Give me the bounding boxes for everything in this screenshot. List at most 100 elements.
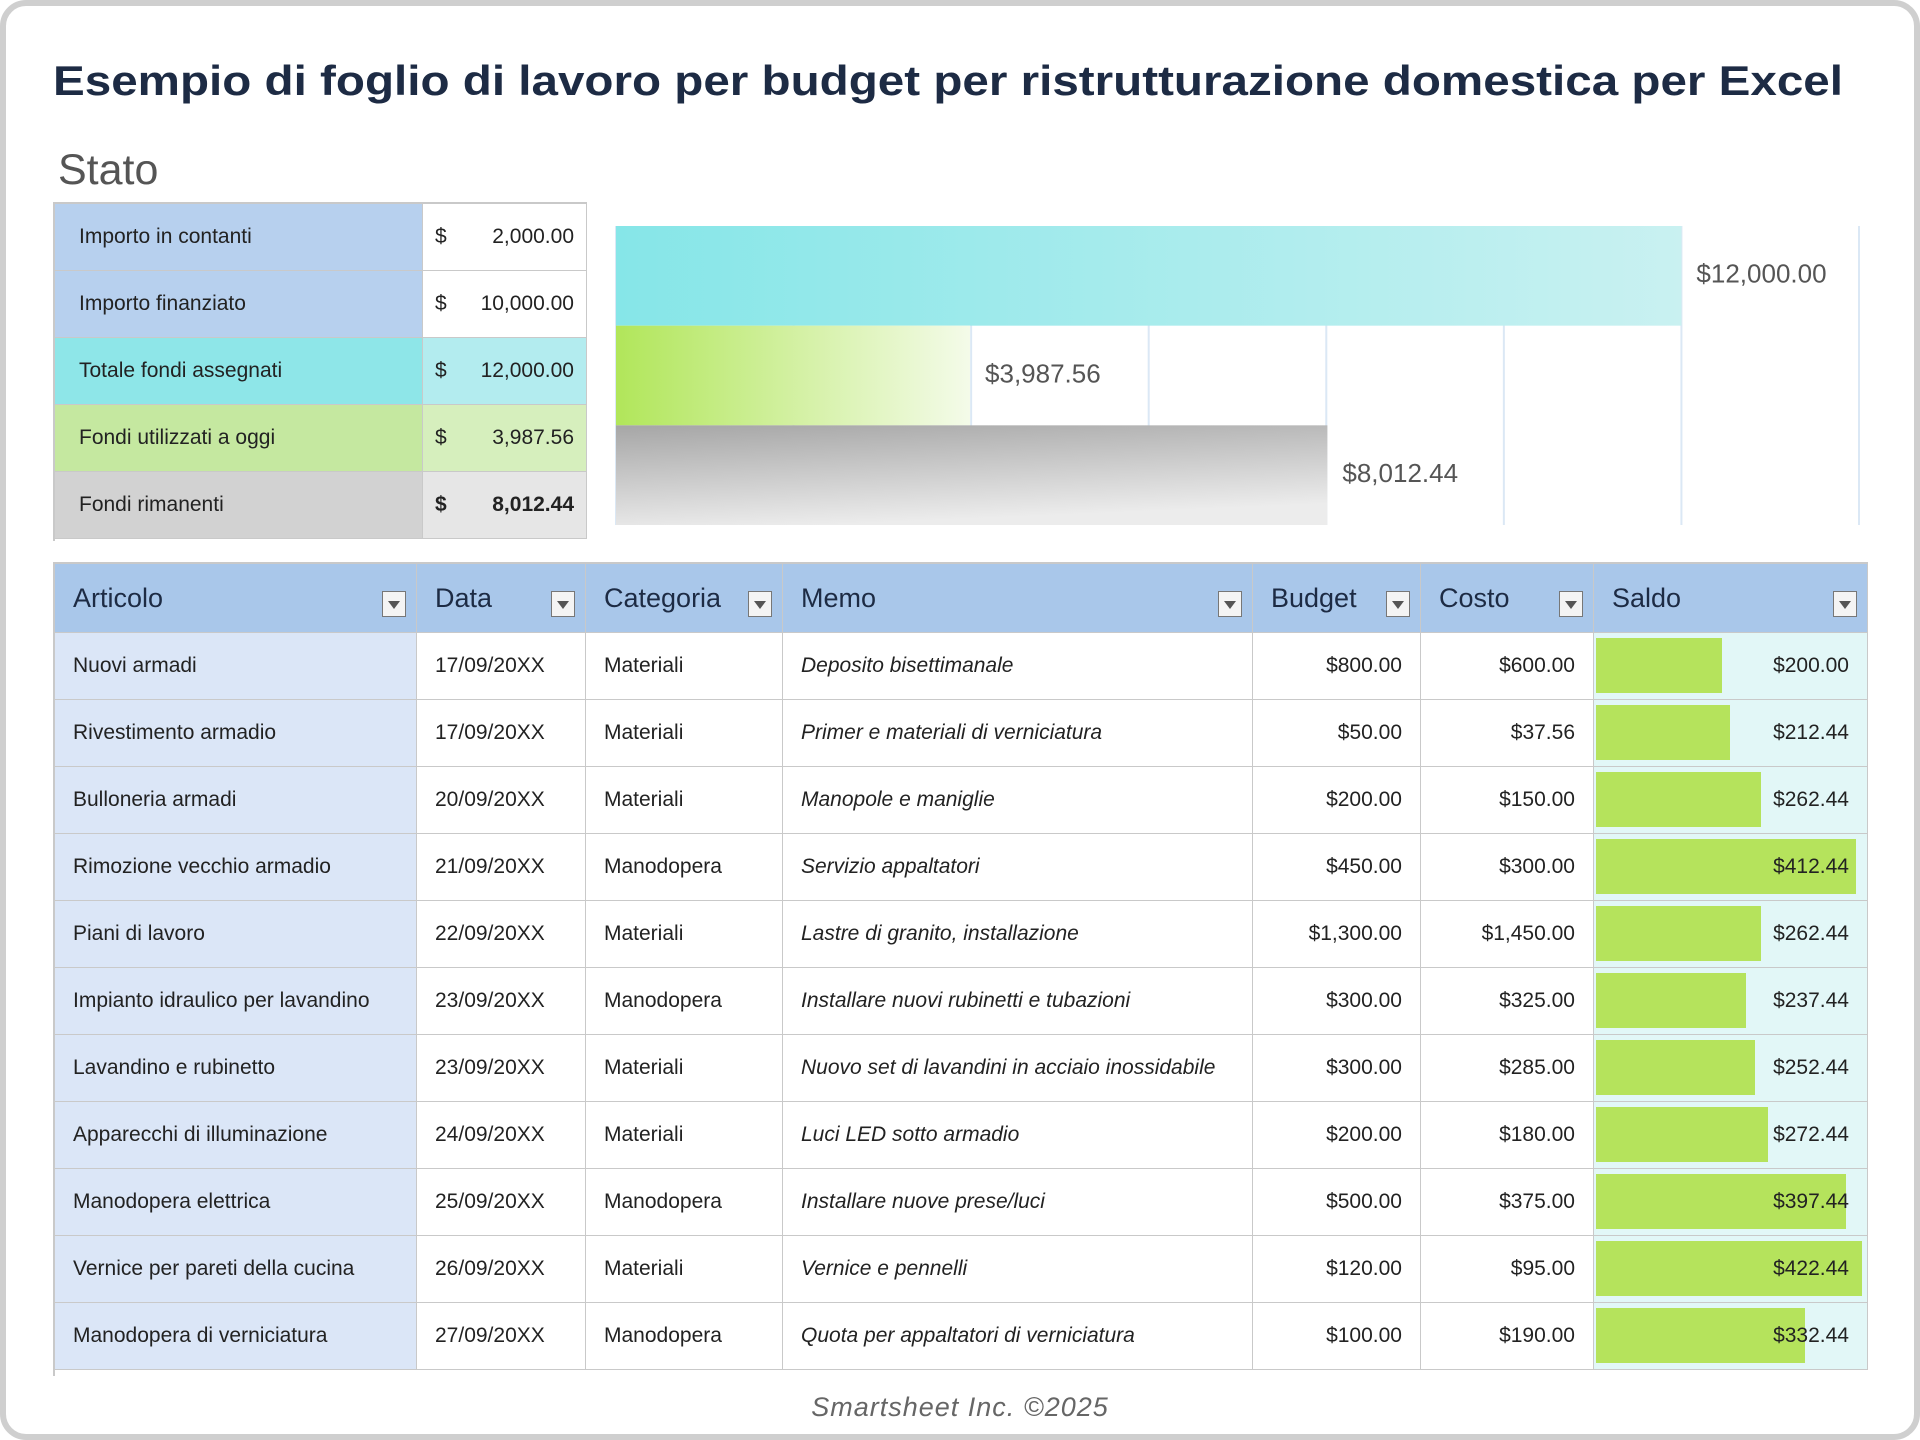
saldo-cell: $252.44	[1594, 1035, 1868, 1102]
saldo-cell: $412.44	[1594, 834, 1868, 901]
status-value-cell: $8,012.44	[423, 472, 587, 539]
cell-text: $300.00	[1326, 1056, 1402, 1079]
currency: $	[435, 493, 447, 516]
table-cell: $50.00	[1253, 700, 1421, 767]
status-label-cell: Totale fondi assegnati	[55, 338, 423, 405]
table-cell: Manodopera	[586, 1169, 783, 1236]
cell-text: $100.00	[1326, 1324, 1402, 1347]
table-cell: $37.56	[1421, 700, 1594, 767]
table-cell: $1,300.00	[1253, 901, 1421, 968]
bar-label: $12,000.00	[1696, 259, 1826, 289]
data-bar	[1596, 638, 1722, 693]
table-cell: $325.00	[1421, 968, 1594, 1035]
cell-text: $120.00	[1326, 1257, 1402, 1280]
cell-text: $600.00	[1499, 654, 1575, 677]
data-bar	[1596, 1174, 1847, 1229]
cell-text: Nuovo set di lavandini in acciaio inossi…	[801, 1056, 1216, 1079]
filter-button[interactable]	[551, 590, 575, 617]
table-cell: Deposito bisettimanale	[783, 633, 1253, 700]
filter-button[interactable]	[1833, 590, 1857, 617]
table-cell: $500.00	[1253, 1169, 1421, 1236]
status-label: Totale fondi assegnati	[79, 359, 283, 382]
table-cell: 23/09/20XX	[417, 1035, 586, 1102]
cell-text: $95.00	[1510, 1257, 1575, 1280]
filter-button[interactable]	[748, 590, 772, 617]
data-bar	[1596, 1040, 1755, 1095]
status-label-cell: Importo in contanti	[55, 204, 423, 271]
cell-text: $325.00	[1499, 989, 1575, 1012]
saldo-cell: $200.00	[1594, 633, 1868, 700]
cell-text: $180.00	[1499, 1123, 1575, 1146]
cell-text: Vernice e pennelli	[801, 1257, 968, 1280]
saldo-cell: $422.44	[1594, 1236, 1868, 1303]
saldo-label: $272.44	[1773, 1123, 1849, 1146]
cell-text: $200.00	[1326, 1123, 1402, 1146]
cell-text: Materiali	[604, 1056, 684, 1079]
table-cell: $150.00	[1421, 767, 1594, 834]
cell-text: 25/09/20XX	[435, 1190, 545, 1213]
cell-text: Nuovi armadi	[73, 654, 197, 677]
filter-button[interactable]	[1386, 590, 1410, 617]
saldo-label: $200.00	[1773, 654, 1849, 677]
header-label: Costo	[1439, 582, 1510, 613]
budget-table: Articolo Data Categoria Memo Budget Costo Sald…	[53, 562, 1868, 1376]
header-label: Categoria	[604, 582, 722, 613]
footer: Smartsheet Inc. ©2025	[811, 1392, 1109, 1422]
cell-text: $500.00	[1326, 1190, 1402, 1213]
table-cell: $200.00	[1253, 767, 1421, 834]
status-label-cell: Fondi utilizzati a oggi	[55, 405, 423, 472]
saldo-label: $237.44	[1773, 989, 1849, 1012]
data-bar	[1596, 973, 1746, 1028]
saldo-label: $422.44	[1773, 1257, 1849, 1280]
filter-button[interactable]	[1559, 590, 1583, 617]
table-cell: Manodopera elettrica	[55, 1169, 417, 1236]
saldo-label: $262.44	[1773, 788, 1849, 811]
cell-text: $1,300.00	[1308, 922, 1402, 945]
status-heading: Stato	[58, 146, 159, 194]
saldo-cell: $237.44	[1594, 968, 1868, 1035]
title-box: Esempio di foglio di lavoro per budget p…	[53, 57, 1843, 104]
cell-text: Installare nuove prese/luci	[801, 1190, 1045, 1213]
cell-text: Manodopera di verniciatura	[73, 1324, 328, 1347]
table-cell: $95.00	[1421, 1236, 1594, 1303]
table-cell: Materiali	[586, 1035, 783, 1102]
status-value-cell: $2,000.00	[423, 204, 587, 271]
status-table: Importo in contanti $2,000.00 Importo fina…	[53, 202, 587, 541]
table-cell: Primer e materiali di verniciatura	[783, 700, 1253, 767]
status-value-cell: $10,000.00	[423, 271, 587, 338]
data-bar	[1596, 705, 1730, 760]
table-cell: Rimozione vecchio armadio	[55, 834, 417, 901]
status-label-cell: Fondi rimanenti	[55, 472, 423, 539]
table-cell: Manopole e maniglie	[783, 767, 1253, 834]
status-label-cell: Importo finanziato	[55, 271, 423, 338]
header-cell: Articolo	[55, 564, 417, 633]
status-value-cell: $3,987.56	[423, 405, 587, 472]
table-cell: $300.00	[1421, 834, 1594, 901]
cell-text: $50.00	[1337, 721, 1402, 744]
filter-button[interactable]	[1218, 590, 1242, 617]
saldo-label: $397.44	[1773, 1190, 1849, 1213]
saldo-cell: $212.44	[1594, 700, 1868, 767]
table-cell: 22/09/20XX	[417, 901, 586, 968]
table-cell: Vernice e pennelli	[783, 1236, 1253, 1303]
table-cell: Manodopera	[586, 1303, 783, 1370]
cell-text: Rivestimento armadio	[73, 721, 277, 744]
filter-button[interactable]	[382, 590, 406, 617]
cell-text: Lastre di granito, installazione	[801, 922, 1079, 945]
cell-text: Installare nuovi rubinetti e tubazioni	[801, 989, 1131, 1012]
table-cell: 27/09/20XX	[417, 1303, 586, 1370]
saldo-label: $212.44	[1773, 721, 1849, 744]
cell-text: $200.00	[1326, 788, 1402, 811]
saldo-cell: $262.44	[1594, 901, 1868, 968]
data-bar	[1596, 839, 1856, 894]
cell-text: $37.56	[1510, 721, 1575, 744]
bar-label: $8,012.44	[1342, 458, 1458, 488]
cell-text: Manodopera	[604, 989, 722, 1012]
table-cell: Manodopera	[586, 968, 783, 1035]
cell-text: Materiali	[604, 788, 684, 811]
header-cell: Categoria	[586, 564, 783, 633]
cell-text: Quota per appaltatori di verniciatura	[801, 1324, 1135, 1347]
table-cell: Quota per appaltatori di verniciatura	[783, 1303, 1253, 1370]
table-cell: $300.00	[1253, 1035, 1421, 1102]
cell-text: $800.00	[1326, 654, 1402, 677]
